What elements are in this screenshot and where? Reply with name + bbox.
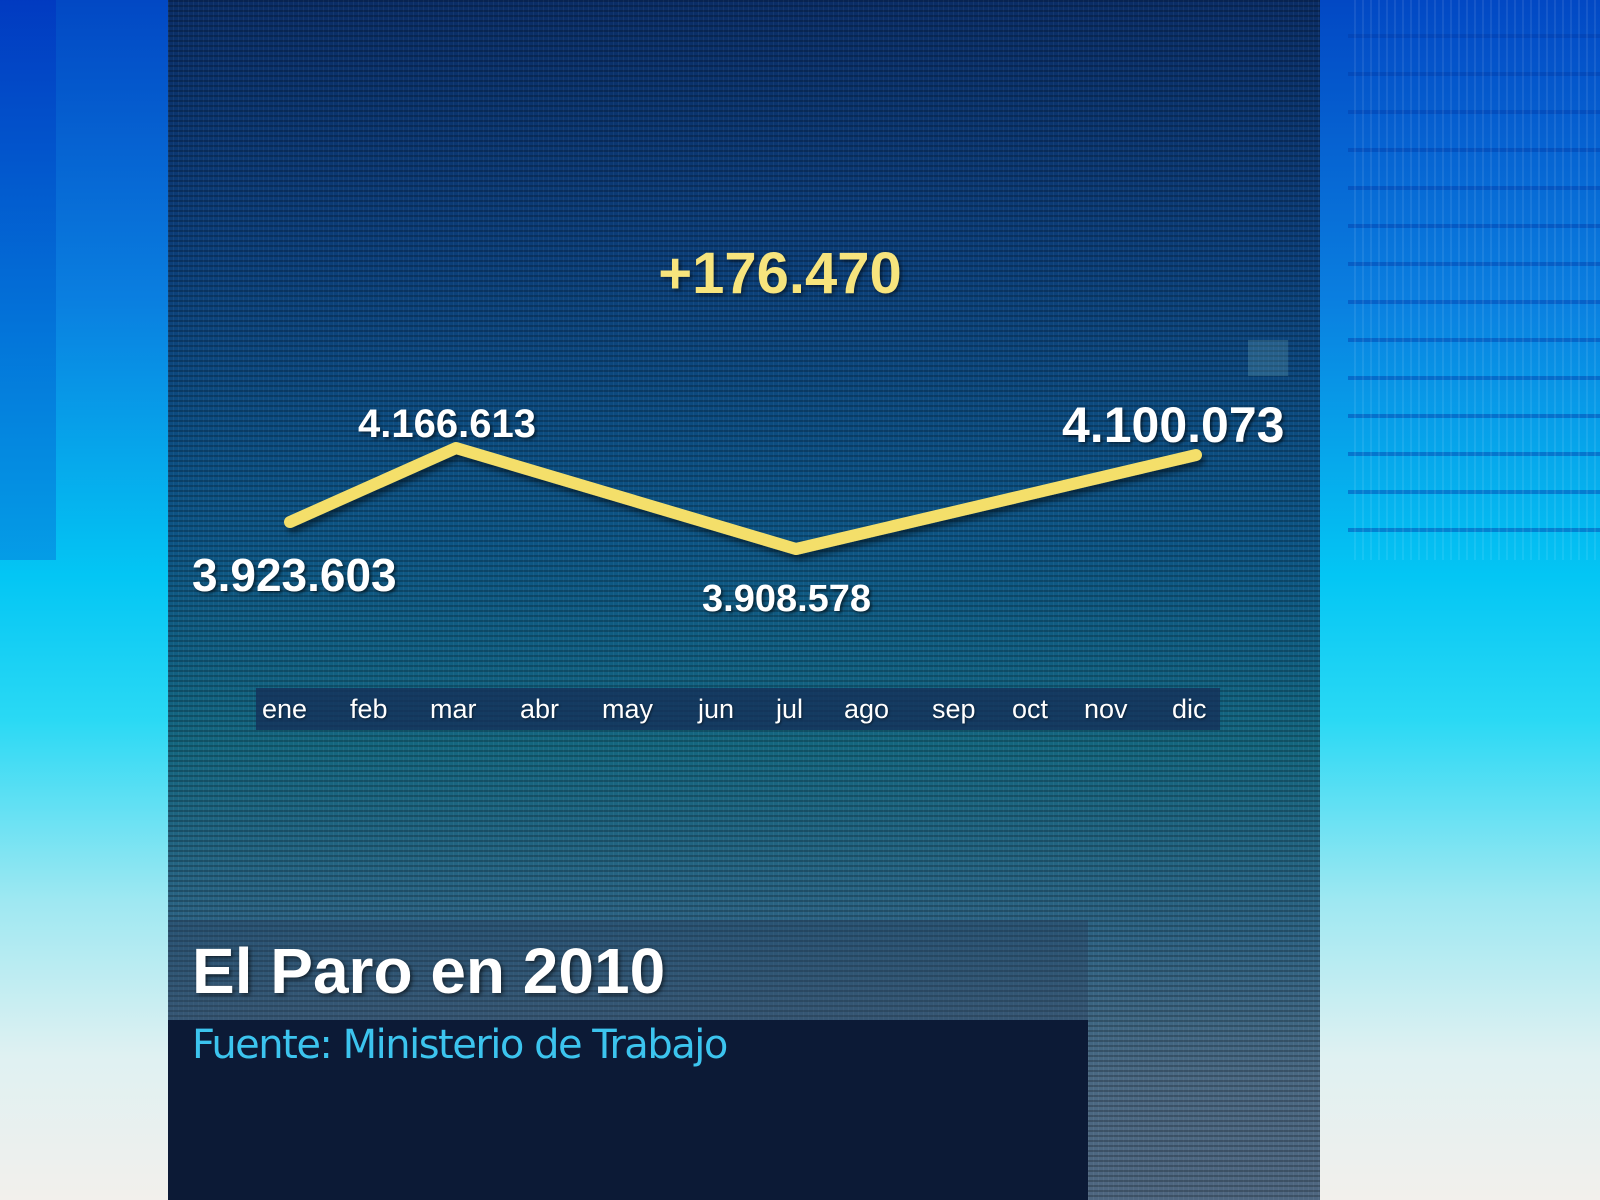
month-label-jul: jul (776, 694, 804, 724)
month-label-oct: oct (1012, 694, 1049, 724)
change-headline: +176.470 (658, 241, 902, 306)
title-band (168, 920, 1088, 1020)
value-label-mar: 4.166.613 (358, 402, 536, 446)
chart-title: El Paro en 2010 (192, 935, 666, 1007)
month-label-ene: ene (262, 694, 308, 724)
month-label-sep: sep (932, 694, 976, 724)
month-label-may: may (602, 694, 654, 724)
source-band (168, 1020, 1088, 1200)
month-label-feb: feb (350, 694, 388, 724)
month-axis: ene feb mar abr may jun jul ago sep oct … (256, 688, 1220, 730)
month-label-ago: ago (844, 694, 890, 724)
decorative-square (1248, 340, 1288, 376)
month-label-mar: mar (430, 694, 477, 724)
chart-source: Fuente: Ministerio de Trabajo (192, 1022, 728, 1068)
value-label-jul: 3.908.578 (702, 578, 872, 620)
trend-line (284, 442, 1202, 555)
background-left-block (0, 0, 56, 560)
value-label-ene: 3.923.603 (192, 549, 397, 601)
month-label-dic: dic (1172, 694, 1207, 724)
background-right-stripes (1348, 0, 1600, 560)
month-label-nov: nov (1084, 694, 1128, 724)
month-label-jun: jun (698, 694, 735, 724)
month-label-abr: abr (520, 694, 560, 724)
value-label-dic: 4.100.073 (1062, 397, 1285, 453)
line-chart (284, 442, 1202, 555)
chart-panel: +176.470 3.923.603 4.166.613 3.908.578 4… (168, 0, 1320, 1200)
